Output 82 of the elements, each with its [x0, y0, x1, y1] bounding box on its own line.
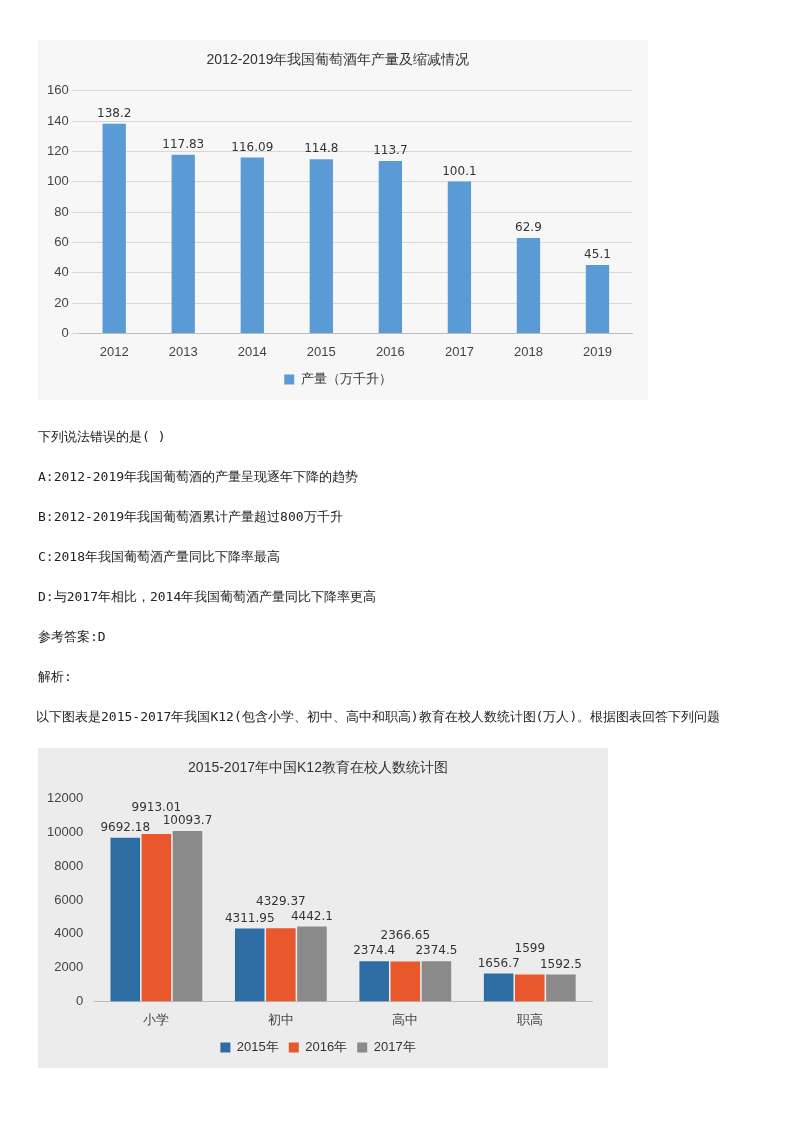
bar — [234, 928, 265, 1002]
y-tick-label: 140 — [46, 112, 69, 128]
data-label: 138.2 — [97, 105, 132, 120]
chart-title: 2012-2019年我国葡萄酒年产量及缩减情况 — [206, 51, 470, 68]
y-tick-label: 4000 — [54, 925, 84, 941]
y-tick-label: 20 — [54, 294, 69, 310]
y-tick-label: 40 — [54, 264, 69, 280]
data-label: 116.09 — [231, 139, 274, 154]
data-label: 100.1 — [442, 163, 477, 178]
data-label: 62.9 — [515, 220, 542, 235]
data-label: 4442.1 — [290, 908, 333, 923]
x-tick-label: 职高 — [516, 1011, 543, 1027]
data-label: 2366.65 — [380, 927, 431, 942]
text: B:2012-2019年我国葡萄酒累计产量超过800万千升 — [38, 508, 344, 526]
bar — [110, 837, 141, 1002]
x-tick-label: 高中 — [392, 1011, 419, 1027]
data-label: 45.1 — [584, 247, 611, 262]
bar — [447, 181, 472, 333]
bar — [171, 154, 195, 333]
x-tick-label: 初中 — [267, 1011, 294, 1027]
bar — [378, 161, 403, 333]
data-label: 9913.01 — [131, 800, 182, 815]
data-label: 10093.7 — [162, 813, 213, 828]
bar — [390, 961, 421, 1002]
y-tick-label: 100 — [46, 173, 69, 189]
text: D:与2017年相比，2014年我国葡萄酒产量同比下降率更高 — [38, 588, 378, 606]
data-label: 4311.95 — [224, 910, 275, 925]
bar — [240, 157, 264, 333]
text: 解析: — [38, 668, 73, 686]
bar — [297, 926, 327, 1002]
data-label: 1592.5 — [539, 956, 582, 971]
x-tick-label: 2015 — [306, 343, 336, 359]
text: 参考答案:D — [38, 628, 107, 646]
bar — [421, 961, 452, 1002]
x-tick-label: 2016 — [375, 343, 405, 359]
bar — [172, 830, 203, 1002]
data-label: 113.7 — [373, 143, 408, 158]
y-tick-label: 12000 — [46, 790, 84, 806]
x-tick-label: 2019 — [583, 343, 612, 359]
y-tick-label: 8000 — [54, 857, 84, 873]
bar — [585, 265, 610, 333]
x-tick-label: 2012 — [99, 343, 129, 359]
y-tick-label: 6000 — [54, 891, 84, 907]
legend-label: 产量（万千升） — [300, 371, 392, 387]
y-tick-label: 120 — [46, 143, 69, 159]
legend-label: 2017年 — [373, 1039, 416, 1055]
text: 下列说法错误的是( ) — [38, 428, 167, 446]
bar — [483, 973, 514, 1002]
y-tick-label: 0 — [61, 324, 69, 340]
y-tick-label: 10000 — [46, 824, 84, 840]
text: 以下图表是2015-2017年我国K12(包含小学、初中、高中和职高)教育在校人数统计图(万人)。根据图表回答下列问题 — [36, 708, 722, 726]
x-tick-label: 2013 — [168, 343, 198, 359]
text: C:2018年我国葡萄酒产量同比下降率最高 — [38, 548, 281, 566]
data-label: 2374.4 — [353, 943, 396, 958]
bar — [359, 961, 389, 1002]
data-label: 2374.5 — [415, 943, 458, 958]
bar — [141, 834, 172, 1002]
bar — [546, 974, 576, 1002]
data-label: 9692.18 — [100, 819, 151, 834]
text: A:2012-2019年我国葡萄酒的产量呈现逐年下降的趋势 — [38, 468, 360, 486]
x-tick-label: 2018 — [513, 343, 543, 359]
y-tick-label: 2000 — [54, 959, 84, 975]
data-label: 1656.7 — [477, 955, 520, 970]
data-label: 1599 — [514, 940, 546, 955]
bar — [514, 974, 545, 1002]
bar — [309, 159, 333, 333]
y-tick-label: 160 — [46, 82, 69, 98]
chart-title: 2015-2017年中国K12教育在校人数统计图 — [188, 759, 448, 776]
y-tick-label: 80 — [54, 203, 69, 219]
x-tick-label: 2017 — [444, 343, 474, 359]
y-tick-label: 60 — [54, 234, 69, 249]
bar — [266, 928, 296, 1002]
bar — [516, 238, 541, 333]
data-label: 4329.37 — [256, 894, 306, 909]
legend-label: 2015年 — [236, 1039, 279, 1055]
x-tick-label: 2014 — [237, 343, 267, 359]
legend-label: 2016年 — [305, 1039, 348, 1055]
x-tick-label: 小学 — [143, 1011, 170, 1027]
data-label: 114.8 — [304, 141, 339, 156]
data-label: 117.83 — [162, 136, 205, 151]
y-tick-label: 0 — [75, 992, 84, 1008]
bar — [102, 123, 126, 333]
